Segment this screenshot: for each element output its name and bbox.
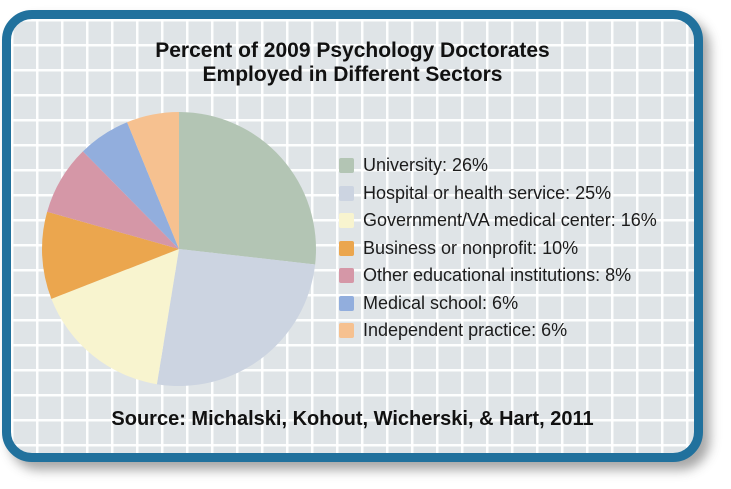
legend-label: Government/VA medical center: 16% [363,210,657,231]
legend-swatch [339,158,354,174]
source-citation: Source: Michalski, Kohout, Wicherski, & … [111,408,594,430]
legend-label: Hospital or health service: 25% [363,182,612,203]
pie-slice-other-educational-institutions [47,151,179,249]
legend-swatch [339,295,354,311]
legend-item: Hospital or health service: 25% [339,180,657,208]
legend-item: Government/VA medical center: 16% [339,207,657,235]
legend-item: University: 26% [339,152,657,180]
pie-slice-business-or-nonprofit [42,211,180,299]
pie-slice-university [179,112,316,265]
legend-item: Medical school: 6% [339,290,657,318]
legend-label: Medical school: 6% [363,292,519,313]
pie-slice-government-va-medical-center [51,249,179,385]
legend-item: Other educational institutions: 8% [339,262,657,290]
legend-swatch [339,268,354,284]
legend-swatch [339,213,354,229]
legend-label: Independent practice: 6% [363,320,568,341]
legend-label: Business or nonprofit: 10% [363,237,579,258]
legend-label: University: 26% [363,155,489,176]
chart-card: Percent of 2009 Psychology Doctorates Em… [2,10,703,462]
legend-item: Business or nonprofit: 10% [339,235,657,263]
legend-swatch [339,240,354,256]
legend-swatch [339,323,354,339]
pie-chart [42,112,316,387]
pie-slice-medical-school [82,122,179,249]
legend: University: 26% Hospital or health servic… [339,152,657,345]
chart-title: Percent of 2009 Psychology Doctorates Em… [155,39,550,86]
pie-slice-hospital-or-health-service [156,249,316,387]
legend-item: Independent practice: 6% [339,317,657,345]
pie-slice-independent-practice [127,112,179,249]
legend-swatch [339,185,354,201]
legend-label: Other educational institutions: 8% [363,265,632,286]
